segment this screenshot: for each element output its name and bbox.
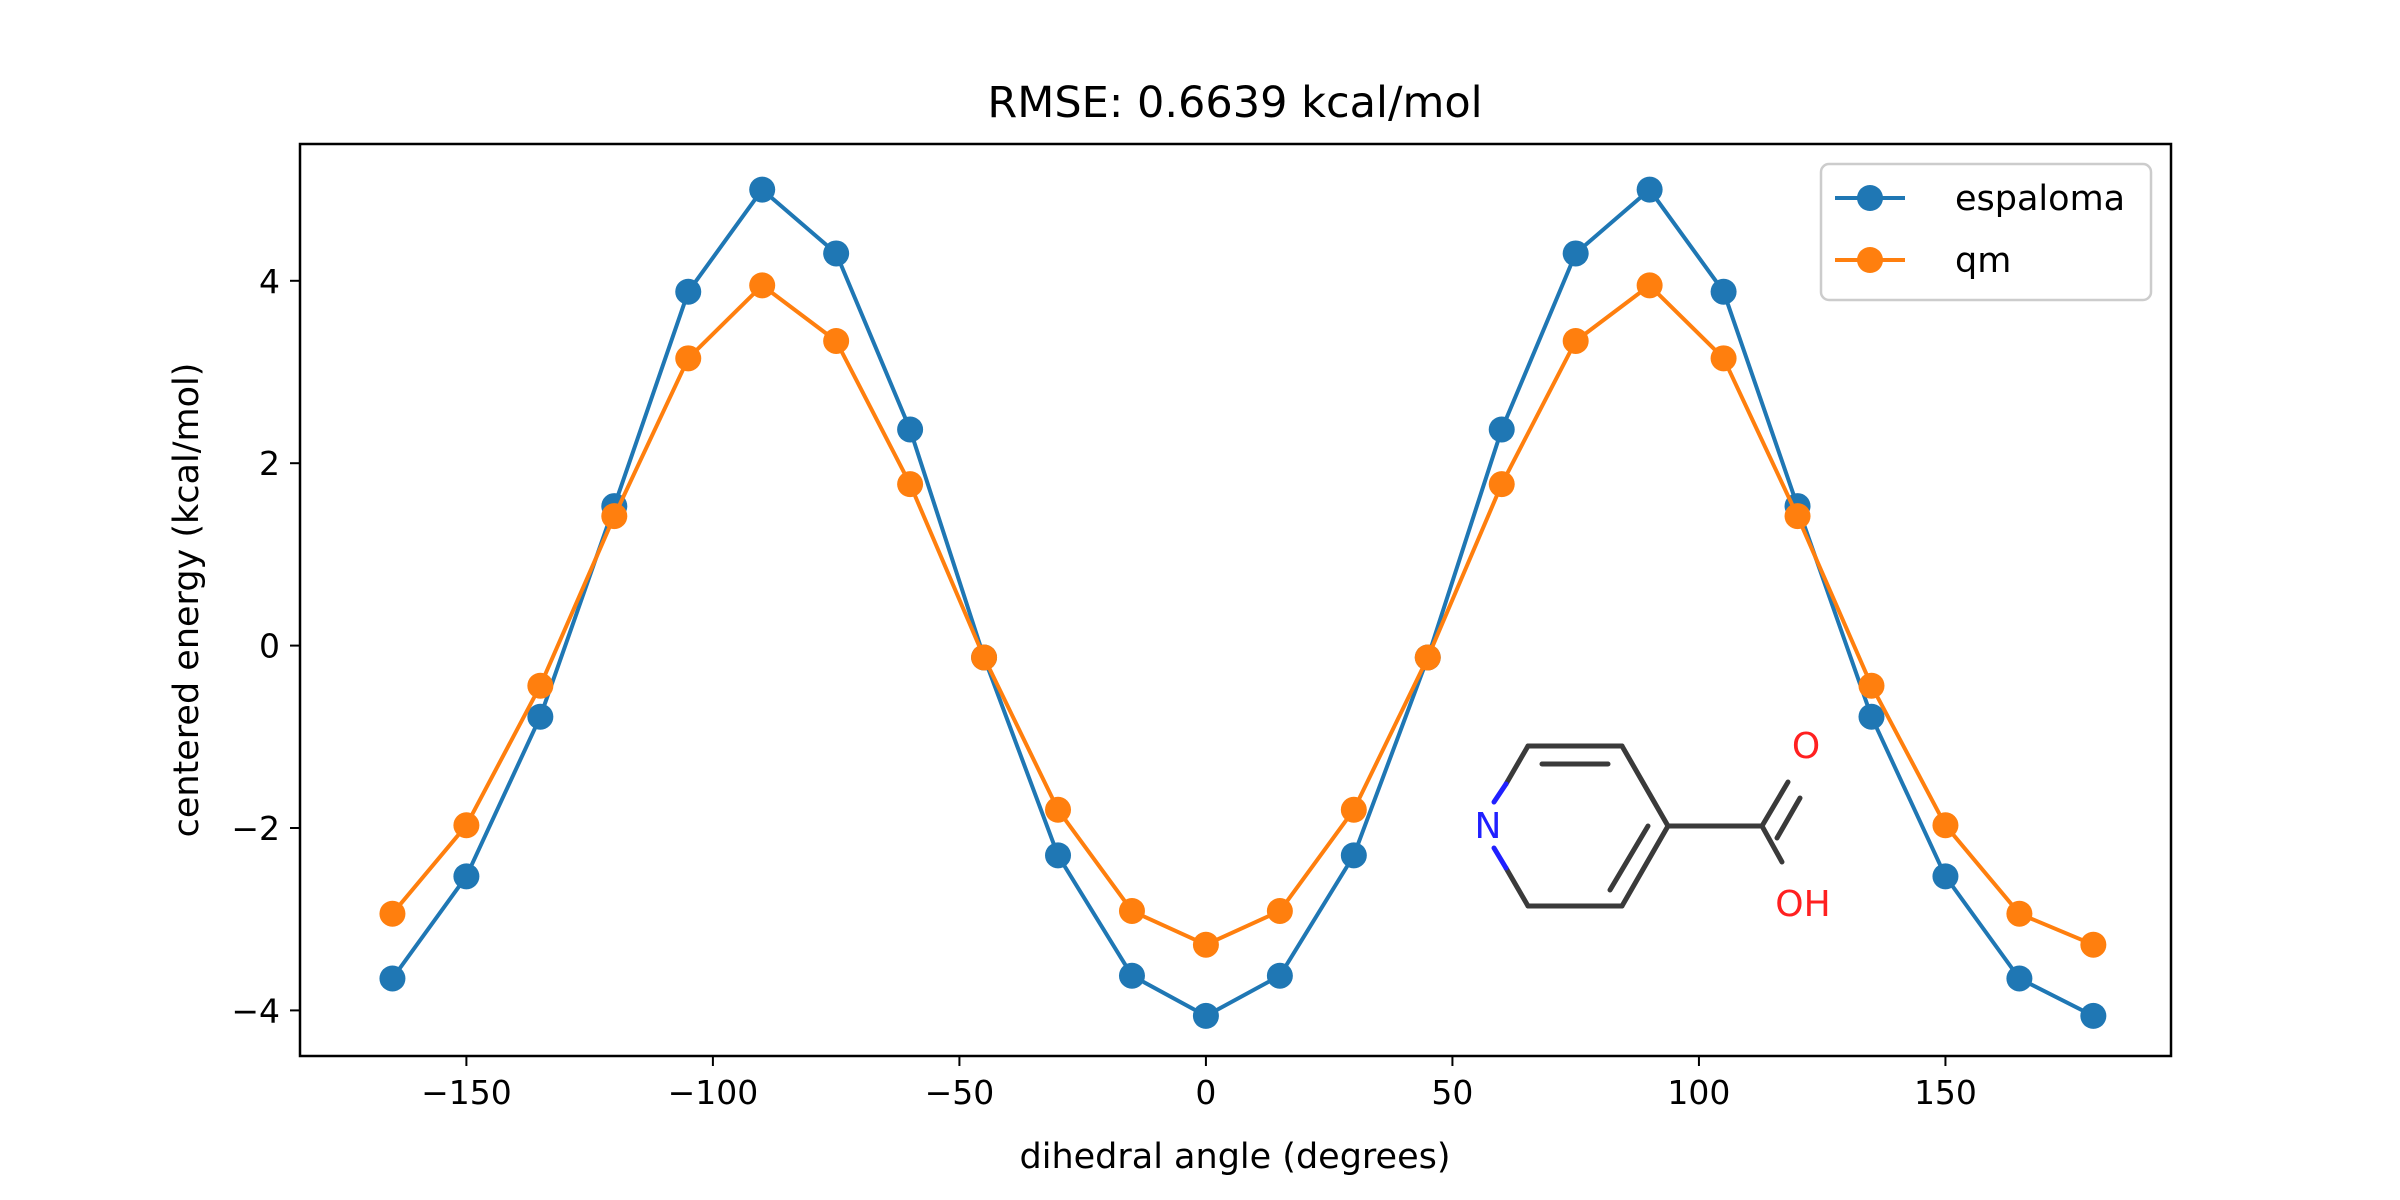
qm-line xyxy=(390,283,2095,947)
qm-point xyxy=(1340,796,1367,823)
legend-espaloma-label: espaloma xyxy=(1955,179,2125,219)
qm-point xyxy=(1192,931,1219,958)
qm-point xyxy=(1562,327,1589,354)
espaloma-point xyxy=(2080,1002,2107,1029)
y-tick-label: −2 xyxy=(231,809,280,848)
ring-bond xyxy=(1503,743,1531,787)
espaloma-point xyxy=(1192,1002,1219,1029)
qm-point xyxy=(1710,345,1737,372)
espaloma-point xyxy=(453,863,480,890)
legend: espaloma qm xyxy=(1819,162,2153,302)
x-axis: −150 −100 −50 0 50 100 150 xyxy=(421,1056,1977,1112)
nitrogen-bond xyxy=(1491,845,1509,871)
qm-point xyxy=(1414,644,1441,671)
legend-espaloma-marker xyxy=(1857,185,1883,211)
x-axis-label: dihedral angle (degrees) xyxy=(1020,1137,1451,1177)
x-tick-label: −100 xyxy=(668,1073,759,1112)
ring-bond xyxy=(1503,865,1531,909)
qm-point xyxy=(2080,931,2107,958)
nitrogen-bond xyxy=(1491,781,1509,805)
qm-point xyxy=(379,900,406,927)
espaloma-point xyxy=(1636,176,1663,203)
qm-point xyxy=(1488,471,1515,498)
qm-point xyxy=(897,471,924,498)
plot-frame xyxy=(298,142,2173,1058)
x-tick-label: 0 xyxy=(1195,1073,1216,1112)
series-layer xyxy=(379,176,2107,1029)
qm-point xyxy=(1858,672,1885,699)
hydroxyl-atom-label: OH xyxy=(1775,884,1830,925)
espaloma-point xyxy=(1266,962,1293,989)
series-qm xyxy=(379,272,2107,958)
qm-point xyxy=(1118,897,1145,924)
x-tick-label: 150 xyxy=(1914,1073,1977,1112)
qm-point xyxy=(453,812,480,839)
molecule-inset: N O OH xyxy=(1475,726,1831,925)
espaloma-point xyxy=(749,176,776,203)
y-tick-label: 4 xyxy=(259,262,280,301)
qm-point xyxy=(749,272,776,299)
espaloma-point xyxy=(1932,863,1959,890)
qm-point xyxy=(675,345,702,372)
espaloma-point xyxy=(1488,416,1515,443)
qm-point xyxy=(1636,272,1663,299)
legend-qm-marker xyxy=(1857,247,1883,273)
x-tick-label: −150 xyxy=(421,1073,512,1112)
ring-bond xyxy=(1619,743,1671,829)
qm-point xyxy=(971,644,998,671)
chart-title: RMSE: 0.6639 kcal/mol xyxy=(987,78,1482,128)
espaloma-point xyxy=(1710,278,1737,305)
y-axis-label: centered energy (kcal/mol) xyxy=(167,363,207,838)
espaloma-point xyxy=(2006,965,2033,992)
espaloma-point xyxy=(1045,842,1072,869)
qm-point xyxy=(2006,900,2033,927)
espaloma-point xyxy=(675,278,702,305)
qm-point xyxy=(1784,503,1811,530)
y-axis: −4 −2 0 2 4 xyxy=(231,262,300,1030)
ring-bond xyxy=(1619,823,1671,909)
qm-point xyxy=(527,672,554,699)
x-tick-label: 50 xyxy=(1431,1073,1473,1112)
carbonyl-bond xyxy=(1759,779,1791,829)
carbonyl-bond xyxy=(1774,795,1803,841)
hydroxyl-bond xyxy=(1759,823,1785,865)
qm-point xyxy=(601,503,628,530)
y-tick-label: −4 xyxy=(231,991,280,1030)
espaloma-point xyxy=(897,416,924,443)
qm-point xyxy=(1045,796,1072,823)
espaloma-point xyxy=(1340,842,1367,869)
nitrogen-atom-label: N xyxy=(1475,806,1502,847)
x-tick-label: 100 xyxy=(1667,1073,1730,1112)
espaloma-point xyxy=(1118,962,1145,989)
x-tick-label: −50 xyxy=(925,1073,995,1112)
qm-point xyxy=(1266,897,1293,924)
espaloma-point xyxy=(379,965,406,992)
y-tick-label: 2 xyxy=(259,444,280,483)
espaloma-point xyxy=(1562,240,1589,267)
espaloma-point xyxy=(527,703,554,730)
oxygen-atom-label: O xyxy=(1792,726,1820,767)
espaloma-point xyxy=(823,240,850,267)
qm-point xyxy=(1932,812,1959,839)
qm-point xyxy=(823,327,850,354)
ring-double-bond xyxy=(1607,823,1651,893)
espaloma-point xyxy=(1858,703,1885,730)
legend-qm-label: qm xyxy=(1955,241,2011,281)
y-tick-label: 0 xyxy=(259,627,280,666)
